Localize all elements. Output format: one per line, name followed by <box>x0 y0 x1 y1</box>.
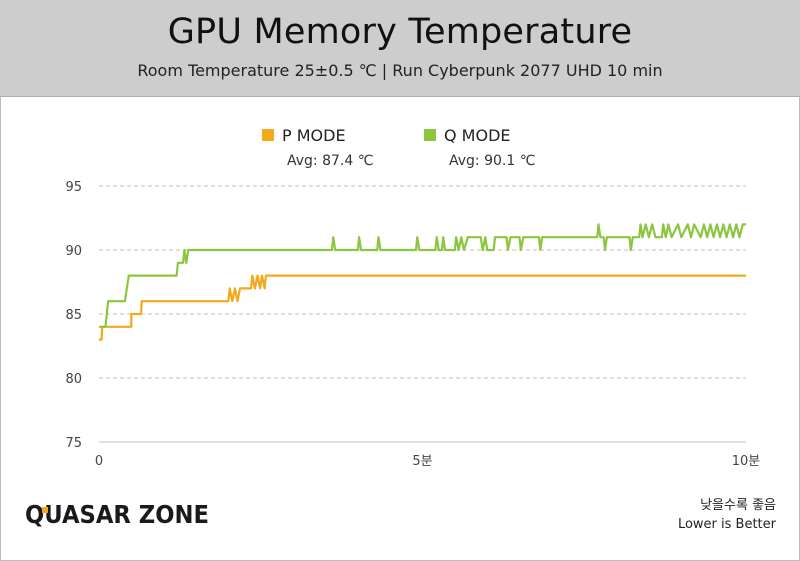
legend-series-name: Q MODE <box>444 126 511 145</box>
legend-avg-label: Avg: 87.4 ℃ <box>287 153 373 169</box>
chart-title: GPU Memory Temperature <box>167 12 633 52</box>
y-tick-label: 85 <box>65 308 82 323</box>
legend-swatch <box>262 129 274 141</box>
grid-lines <box>99 185 746 443</box>
series-line-p-mode <box>99 274 746 341</box>
series-lines <box>99 223 746 341</box>
note-english: Lower is Better <box>677 517 776 532</box>
series-line-q-mode <box>99 223 746 328</box>
chart-header: GPU Memory Temperature Room Temperature … <box>0 0 800 97</box>
x-tick-label: 0 <box>95 454 103 469</box>
legend-avg-label: Avg: 90.1 ℃ <box>449 153 535 169</box>
y-tick-label: 95 <box>65 180 82 195</box>
quasarzone-logo: QUASAR ZONE <box>25 497 215 535</box>
y-tick-label: 75 <box>65 436 82 451</box>
logo-wordmark: QUASAR ZONE <box>25 500 209 529</box>
x-tick-label: 5분 <box>412 454 432 469</box>
legend: P MODE Avg: 87.4 ℃ Q MODE Avg: 90.1 ℃ <box>262 126 535 169</box>
x-tick-label: 10분 <box>732 454 761 469</box>
note-korean: 낮을수록 좋음 <box>700 498 776 513</box>
legend-swatch <box>424 129 436 141</box>
y-tick-label: 90 <box>65 244 82 259</box>
y-axis-ticks: 75 80 85 90 95 <box>65 180 82 451</box>
logo-wordmark-icon: QUASAR ZONE <box>25 500 209 529</box>
logo-accent-icon <box>42 507 48 513</box>
footer-note: 낮을수록 좋음 Lower is Better <box>678 496 776 534</box>
chart-subtitle: Room Temperature 25±0.5 ℃ | Run Cyberpun… <box>137 61 663 80</box>
legend-series-name: P MODE <box>282 126 346 145</box>
y-tick-label: 80 <box>65 372 82 387</box>
x-axis-ticks: 0 5분 10분 <box>95 454 760 469</box>
